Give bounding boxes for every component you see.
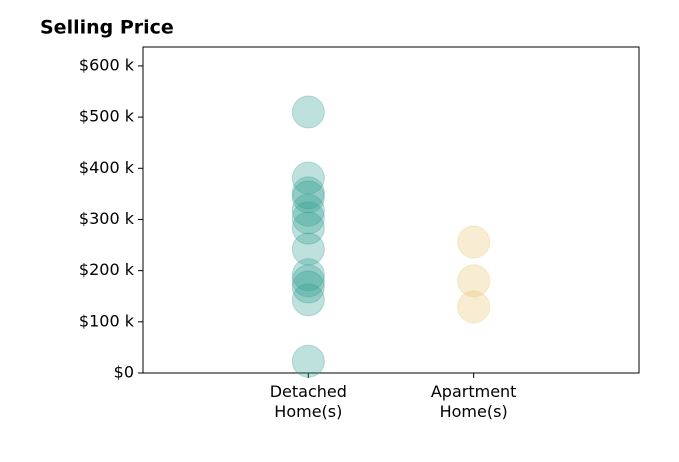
point [291, 95, 325, 129]
point [291, 344, 325, 378]
x-tick-label: Apartment Home(s) [430, 382, 517, 421]
point [457, 290, 491, 324]
y-tick-label: $300 k [79, 209, 135, 228]
point [291, 232, 325, 266]
y-tick-label: $0 [114, 363, 134, 382]
point [291, 201, 325, 235]
chart-title: Selling Price [40, 17, 174, 39]
point [291, 180, 325, 214]
y-tick-label: $600 k [79, 55, 135, 74]
point [291, 176, 325, 210]
plot-frame [142, 46, 640, 374]
point [291, 211, 325, 245]
point [291, 258, 325, 292]
y-tick-label: $200 k [79, 260, 135, 279]
point [457, 225, 491, 259]
point [291, 264, 325, 298]
y-tick-label: $100 k [79, 311, 135, 330]
point [291, 193, 325, 227]
point [457, 264, 491, 298]
x-tick-label: Detached Home(s) [269, 382, 347, 421]
y-tick-label: $500 k [79, 107, 135, 126]
point [291, 161, 325, 195]
point [291, 283, 325, 317]
y-tick-label: $400 k [79, 158, 135, 177]
point [291, 270, 325, 304]
